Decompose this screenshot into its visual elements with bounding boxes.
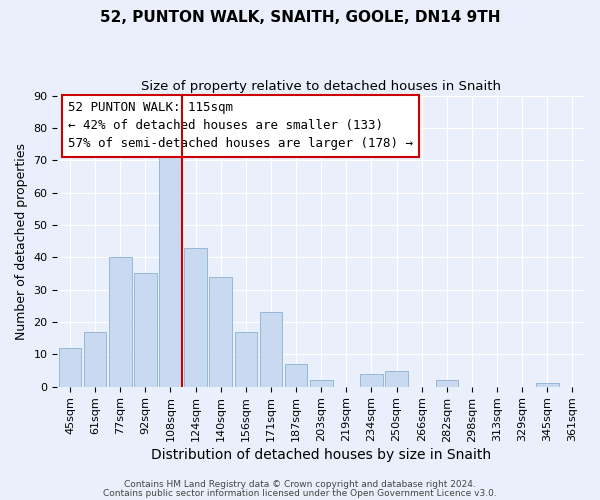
Bar <box>235 332 257 386</box>
Bar <box>385 370 408 386</box>
Bar <box>209 276 232 386</box>
Y-axis label: Number of detached properties: Number of detached properties <box>15 142 28 340</box>
Bar <box>84 332 106 386</box>
Text: Contains public sector information licensed under the Open Government Licence v3: Contains public sector information licen… <box>103 488 497 498</box>
Title: Size of property relative to detached houses in Snaith: Size of property relative to detached ho… <box>141 80 501 93</box>
Text: 52 PUNTON WALK: 115sqm
← 42% of detached houses are smaller (133)
57% of semi-de: 52 PUNTON WALK: 115sqm ← 42% of detached… <box>68 102 413 150</box>
X-axis label: Distribution of detached houses by size in Snaith: Distribution of detached houses by size … <box>151 448 491 462</box>
Bar <box>285 364 307 386</box>
Text: 52, PUNTON WALK, SNAITH, GOOLE, DN14 9TH: 52, PUNTON WALK, SNAITH, GOOLE, DN14 9TH <box>100 10 500 25</box>
Bar <box>109 258 131 386</box>
Text: Contains HM Land Registry data © Crown copyright and database right 2024.: Contains HM Land Registry data © Crown c… <box>124 480 476 489</box>
Bar <box>310 380 332 386</box>
Bar <box>59 348 81 387</box>
Bar <box>184 248 207 386</box>
Bar <box>134 274 157 386</box>
Bar <box>159 148 182 386</box>
Bar <box>536 384 559 386</box>
Bar <box>260 312 282 386</box>
Bar <box>360 374 383 386</box>
Bar <box>436 380 458 386</box>
